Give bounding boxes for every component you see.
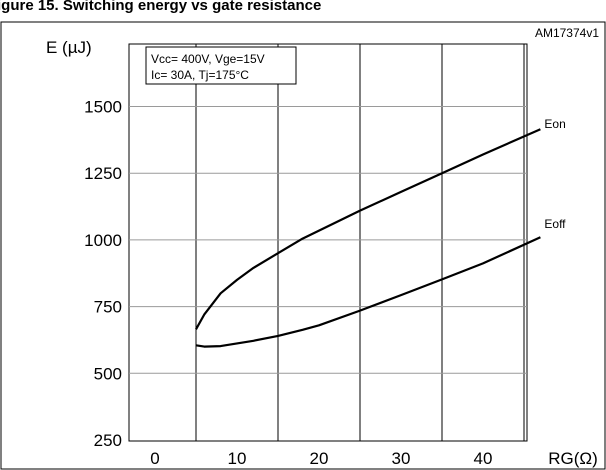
y-tick-label: 1250 [84,164,122,183]
figure-id: AM17374v1 [535,26,599,40]
x-tick-label: 0 [150,449,159,468]
series-labels: Eon Eoff [544,117,566,231]
y-tick-label: 1000 [84,231,122,250]
grid-lines [129,44,527,441]
x-tick-label: 30 [392,449,411,468]
y-tick-label: 500 [94,364,122,383]
series-line-eon [195,128,541,330]
plot-area [128,43,528,442]
figure-frame [0,21,606,470]
y-axis-label: E (µJ) [46,38,92,57]
series-label-eon: Eon [544,117,565,131]
x-tick-label: 10 [228,449,247,468]
series-label-eoff: Eoff [544,217,566,231]
conditions-line-1: Vcc= 400V, Vge=15V [151,52,265,66]
conditions-line-2: Ic= 30A, Tj=175°C [151,68,249,82]
x-tick-labels: 0 10 20 30 40 [150,449,492,468]
series-line-eoff [195,236,541,348]
x-axis-label: RG(Ω) [548,449,598,468]
y-tick-label: 750 [94,298,122,317]
y-tick-label: 1500 [84,98,122,117]
figure-header: igure 15. Switching energy vs gate resis… [0,0,321,14]
data-series [195,128,541,348]
y-tick-labels: 250 500 750 1000 1250 1500 [84,98,122,451]
x-tick-label: 20 [310,449,329,468]
conditions-box: Vcc= 400V, Vge=15V Ic= 30A, Tj=175°C [145,46,297,85]
y-tick-label: 250 [94,431,122,450]
x-tick-label: 40 [474,449,493,468]
